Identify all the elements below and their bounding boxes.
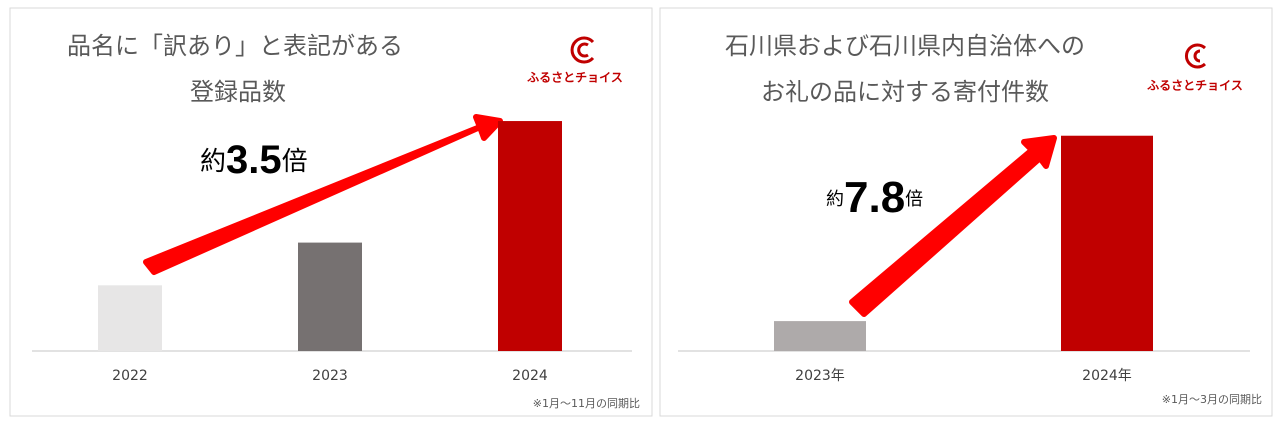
- chart-title: 石川県および石川県内自治体への: [725, 32, 1085, 60]
- annotation-suffix: 倍: [282, 147, 308, 177]
- annotation-suffix: 倍: [905, 189, 923, 210]
- x-tick-label: 2023: [312, 368, 348, 384]
- annotation-prefix: 約: [826, 189, 844, 210]
- bar: [498, 121, 562, 351]
- annotation-number: 3.5: [226, 138, 282, 182]
- arrow: [849, 135, 1057, 317]
- bar: [98, 285, 162, 351]
- annotation: 約3.5倍: [200, 138, 308, 182]
- bar: [298, 242, 362, 351]
- bar: [1061, 135, 1153, 351]
- logo-text: ふるさとチョイス: [527, 71, 623, 85]
- x-tick-label: 2022: [112, 368, 148, 384]
- annotation: 約7.8倍: [826, 173, 923, 222]
- chart-title: 登録品数: [190, 78, 286, 106]
- x-tick-label: 2024: [512, 368, 548, 384]
- chart-title: お礼の品に対する寄付件数: [761, 78, 1049, 106]
- x-tick-label: 2023年: [795, 368, 845, 384]
- logo-text: ふるさとチョイス: [1147, 79, 1243, 93]
- annotation-number: 7.8: [844, 173, 905, 222]
- chart-title: 品名に「訳あり」と表記がある: [67, 32, 403, 60]
- logo-icon: [570, 36, 1207, 69]
- bar: [774, 321, 866, 351]
- arrow: [143, 114, 503, 275]
- annotation-prefix: 約: [200, 147, 226, 177]
- x-tick-label: 2024年: [1082, 368, 1132, 384]
- footnote: ※1月～11月の同期比: [533, 397, 640, 410]
- footnote: ※1月～3月の同期比: [1162, 393, 1262, 406]
